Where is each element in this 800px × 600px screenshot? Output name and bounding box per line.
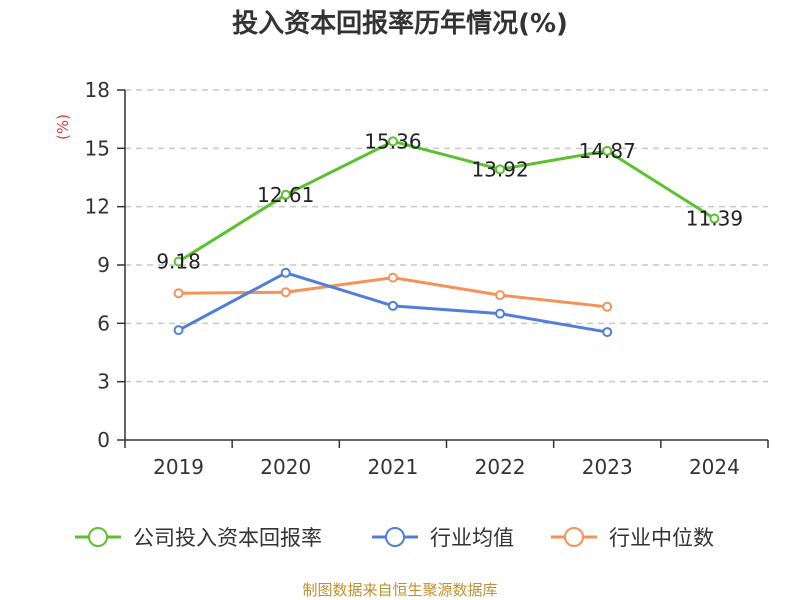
x-tick-label: 2022 xyxy=(475,455,526,479)
grid-lines xyxy=(125,89,768,383)
data-point xyxy=(602,327,613,338)
data-point xyxy=(495,290,506,301)
legend-marker xyxy=(88,527,108,547)
data-point xyxy=(602,145,613,156)
data-label: 15.36 xyxy=(364,129,421,153)
data-point xyxy=(280,287,291,298)
data-label: 9.18 xyxy=(156,250,201,274)
series-line xyxy=(177,139,716,263)
data-label: 14.87 xyxy=(579,139,636,163)
data-point xyxy=(495,308,506,319)
legend-marker xyxy=(385,527,405,547)
data-label: 12.61 xyxy=(257,183,314,207)
legend-label: 公司投入资本回报率 xyxy=(133,526,322,550)
x-tick-label: 2019 xyxy=(153,455,204,479)
legend-marker xyxy=(564,527,584,547)
x-tick-label: 2021 xyxy=(367,455,418,479)
data-point xyxy=(387,272,398,283)
legend: 公司投入资本回报率 行业均值 行业中位数 xyxy=(75,526,714,550)
data-point xyxy=(709,213,720,224)
data-point xyxy=(387,300,398,311)
legend-label: 行业均值 xyxy=(430,526,514,550)
data-point xyxy=(495,164,506,175)
y-tick-label: 0 xyxy=(97,428,110,452)
data-point xyxy=(602,301,613,312)
x-tick-label: 2023 xyxy=(582,455,633,479)
y-tick-label: 9 xyxy=(97,253,110,277)
chart-title: 投入资本回报率历年情况(%) xyxy=(232,8,568,39)
legend-item-0: 公司投入资本回报率 xyxy=(75,526,322,550)
data-label: 13.92 xyxy=(471,157,528,181)
data-point xyxy=(280,189,291,200)
axes: 0 3 6 9 12 15 18 2019 2020 2021 2022 2023 2024 xyxy=(85,78,769,479)
legend-label: 行业中位数 xyxy=(609,526,714,550)
data-point xyxy=(173,325,184,336)
series-1 xyxy=(173,267,613,338)
data-label: 11.39 xyxy=(686,207,743,231)
y-tick-label: 12 xyxy=(85,195,110,219)
data-point xyxy=(387,136,398,147)
source-note: 制图数据来自恒生聚源数据库 xyxy=(302,581,497,599)
data-labels: 9.18 12.61 15.36 13.92 14.87 11.39 xyxy=(156,129,743,273)
y-tick-label: 3 xyxy=(97,370,110,394)
y-tick-label: 18 xyxy=(85,78,110,102)
legend-item-1: 行业均值 xyxy=(372,526,514,550)
series-lines xyxy=(173,136,720,338)
legend-item-2: 行业中位数 xyxy=(551,526,714,550)
y-tick-label: 15 xyxy=(85,136,110,160)
y-axis-label: (%) xyxy=(54,114,72,140)
x-tick-label: 2020 xyxy=(260,455,311,479)
x-tick-label: 2024 xyxy=(689,455,740,479)
series-0 xyxy=(173,136,720,267)
data-point xyxy=(280,267,291,278)
y-tick-label: 6 xyxy=(97,311,110,335)
data-point xyxy=(173,256,184,267)
data-point xyxy=(173,288,184,299)
